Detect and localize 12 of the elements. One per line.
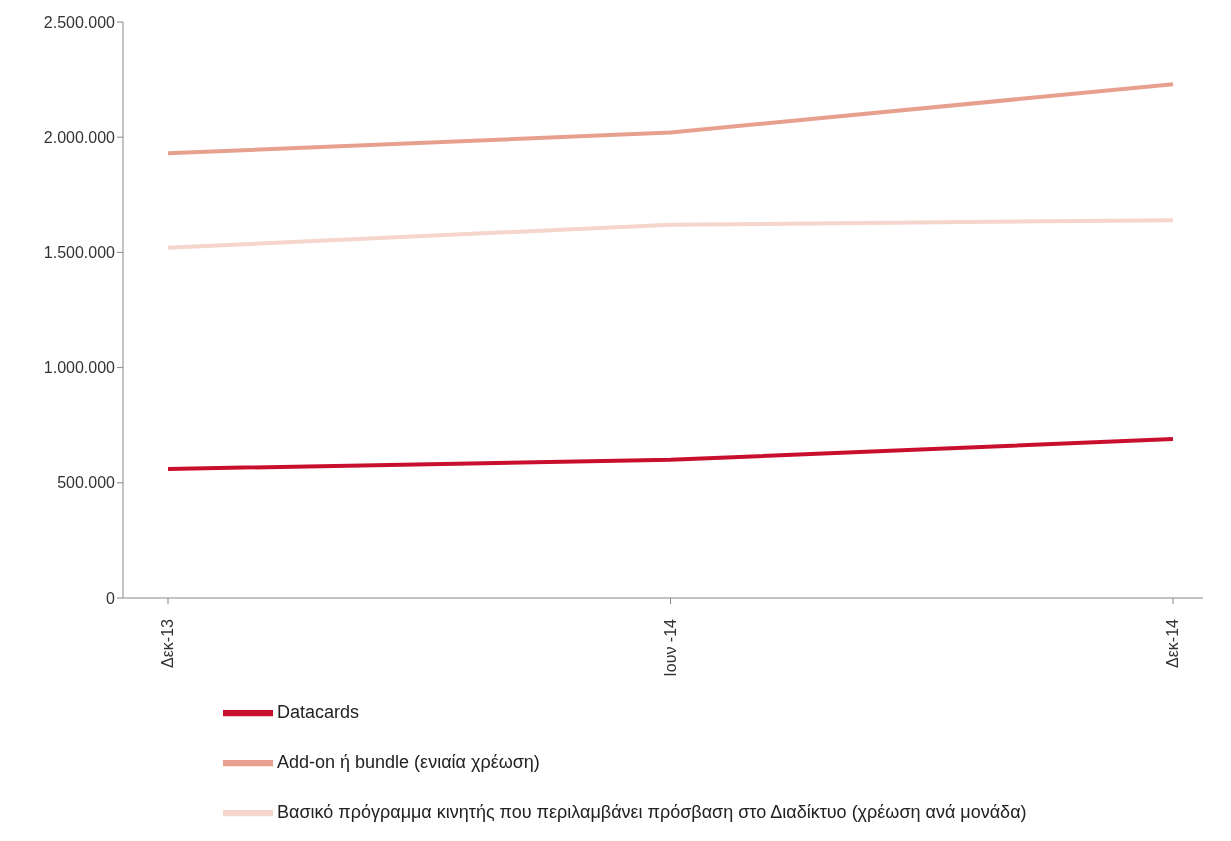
x-tick-label: Δεκ-13 [159, 618, 176, 668]
y-tick-label: 2.500.000 [43, 13, 116, 31]
y-tick-label: 1.500.000 [43, 244, 116, 262]
x-tick-label: Ιουν -14 [661, 618, 679, 677]
y-tick-label: 1.000.000 [43, 359, 116, 377]
legend-label: Βασικό πρόγραμμα κινητής που περιλαμβάνει πρόσβαση στο Διαδίκτυο (χρέωση ανά μονάδα) [277, 801, 1027, 822]
y-tick-label: 2.000.000 [43, 128, 116, 146]
x-tick-label: Δεκ-14 [1164, 618, 1181, 668]
legend-label: Datacards [277, 701, 360, 722]
y-tick-label: 0 [106, 589, 116, 607]
legend-label: Add-on ή bundle (ενιαία χρέωση) [277, 751, 540, 772]
y-tick-label: 500.000 [57, 474, 116, 492]
